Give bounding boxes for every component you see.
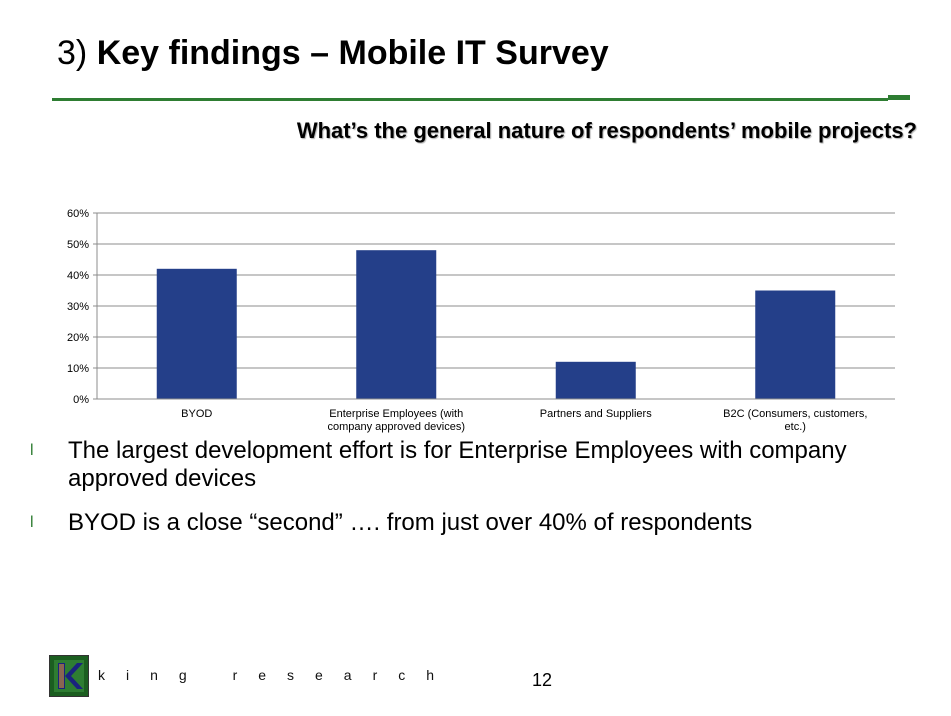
title-divider (52, 98, 888, 101)
bullet-marker: l (30, 514, 34, 531)
bullet-text: BYOD is a close “second” …. from just ov… (68, 509, 753, 536)
bullet-list: l The largest development effort is for … (30, 437, 910, 553)
x-tick-label: BYOD (181, 408, 212, 420)
slide-title-text: Key findings – Mobile IT Survey (96, 34, 609, 72)
slide-title-number: 3) (57, 34, 88, 72)
bar (755, 290, 836, 399)
chart-question: What’s the general nature of respondents… (296, 118, 917, 143)
bullet-text: The largest development effort is for En… (68, 437, 847, 492)
bullet-marker: l (30, 442, 34, 459)
y-tick-label: 60% (67, 208, 89, 220)
page-number: 12 (532, 670, 553, 690)
y-tick-label: 0% (73, 394, 89, 406)
y-tick-label: 30% (67, 301, 89, 313)
bullet-item: l BYOD is a close “second” …. from just … (30, 509, 910, 537)
y-tick-label: 50% (67, 239, 89, 251)
company-logo-icon (49, 655, 89, 697)
x-tick-label: Partners and Suppliers (540, 408, 652, 420)
slide-title: 3) Key findings – Mobile IT Survey (57, 34, 609, 73)
x-tick-label: Enterprise Employees (with company approv… (327, 408, 465, 433)
bar (156, 268, 237, 399)
title-divider-accent (888, 95, 910, 100)
company-wordmark: king research (98, 667, 456, 683)
bullet-item: l The largest development effort is for … (30, 437, 910, 493)
bar (356, 250, 437, 399)
y-tick-label: 40% (67, 270, 89, 282)
bar (555, 361, 636, 399)
bar-chart: 0% 10% 20% 30% 40% 50% 60% BYOD Enterprise Emplo… (67, 208, 895, 433)
x-tick-label: B2C (Consumers, customers, etc.) (723, 408, 867, 433)
y-tick-label: 20% (67, 332, 89, 344)
y-tick-label: 10% (67, 363, 89, 375)
